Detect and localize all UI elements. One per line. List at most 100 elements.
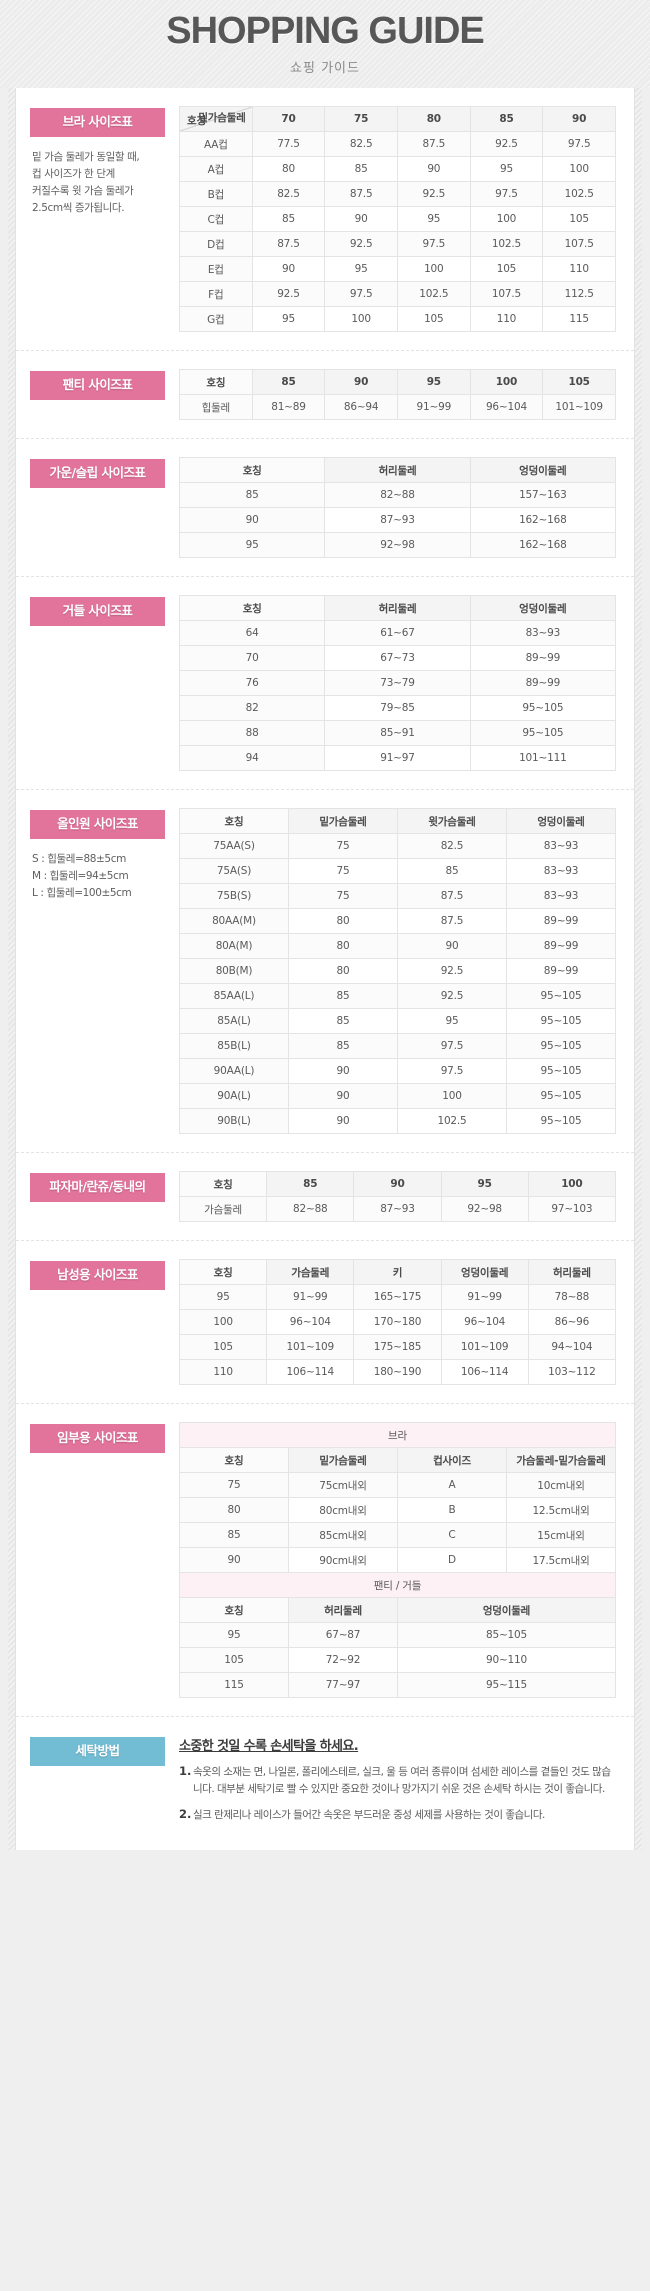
table-header-cell: 허리둘레 [527,1259,617,1285]
table-cell: 96~104 [440,1309,529,1335]
bra-row-label: G컵 [179,306,253,332]
allinone-main: 호칭 밑가슴둘레 윗가슴둘레 엉덩이둘레 75AA(S) 75 82.5 83~93 75A(… [165,808,616,1134]
table-header-cell: 가슴둘레 [266,1259,355,1285]
table-cell: 97.5 [324,281,398,307]
section-panty: 팬티 사이즈표 호칭 85 90 95 100 105 힙둘레 81~89 86~94 91~9… [16,351,634,439]
maternity-main: 브라 호칭 밑가슴둘레 컵사이즈 가슴둘레-밑가슴둘레 75 75cm내외 A 10cm내외 80… [165,1422,616,1698]
bra-note-line-2: 컵 사이즈가 한 단계 [32,167,115,180]
bra-row-label: D컵 [179,231,253,257]
table-cell: 105 [179,1647,289,1673]
table-cell: 86~94 [324,394,398,420]
table-header-cell: 호칭 [179,808,289,834]
table-cell: 115 [179,1672,289,1698]
table-header-cell: 허리둘레 [324,595,471,621]
table-header-cell: 95 [396,369,471,395]
table-cell: 170~180 [353,1309,442,1335]
table-cell: 85B(L) [179,1033,289,1059]
table-header-row: 호칭 허리둘레 엉덩이둘레 [178,457,617,483]
table-row: 75AA(S) 75 82.5 83~93 [179,833,616,859]
table-header-cell: 호칭 [179,1597,289,1623]
table-cell: 91~99 [440,1284,529,1310]
badge-panty: 팬티 사이즈표 [30,371,165,400]
table-row: 85 82~88 157~163 [178,482,617,508]
table-cell: 80 [288,958,398,984]
girdle-side: 거들 사이즈표 [30,595,165,626]
table-cell: 87.5 [396,131,471,157]
table-row: 94 91~97 101~111 [178,745,617,771]
table-cell: 88 [178,720,326,746]
table-cell: 90 [288,1083,398,1109]
badge-pajama: 파자마/란쥬/동내의 [30,1173,165,1202]
table-cell: 85 [288,983,398,1009]
table-header-cell: 호칭 [178,595,326,621]
table-cell: 87~93 [353,1196,442,1222]
table-cell: 85 [324,156,398,182]
table-row: 가슴둘레 82~88 87~93 92~98 97~103 [178,1196,617,1222]
table-cell: 95~105 [469,720,617,746]
table-cell: 90 [288,1108,398,1134]
pajama-size-table: 호칭 85 90 95 100 가슴둘레 82~88 87~93 92~98 97~103 [178,1171,617,1222]
section-gown: 가운/슬립 사이즈표 호칭 허리둘레 엉덩이둘레 85 82~88 157~163 90 8… [16,439,634,577]
table-row: 90AA(L) 90 97.5 95~105 [179,1058,616,1084]
table-cell: 110 [178,1359,268,1385]
table-cell: 101~109 [266,1334,355,1360]
table-header-row: 호칭 85 90 95 100 105 [179,369,616,395]
guide-card: 브라 사이즈표 밑 가슴 둘레가 동일할 때, 컵 사이즈가 한 단계 커질수록… [8,88,642,1850]
table-cell: 67~87 [288,1622,398,1648]
panty-side: 팬티 사이즈표 [30,369,165,400]
table-cell: 87~93 [324,507,471,533]
girdle-size-table: 호칭 허리둘레 엉덩이둘레 64 61~67 83~93 70 67~73 89~99 76 73… [178,595,617,771]
page-subtitle: 쇼핑 가이드 [290,61,360,76]
table-cell: 97.5 [397,1058,507,1084]
pajama-row-label: 가슴둘레 [178,1196,268,1222]
allinone-side: 올인원 사이즈표 S : 힙둘레=88±5cm M : 힙둘레=94±5cm L… [30,808,165,902]
table-header-cell: 밑가슴둘레 [288,1447,398,1473]
gown-side: 가운/슬립 사이즈표 [30,457,165,488]
maternity-size-table: 브라 호칭 밑가슴둘레 컵사이즈 가슴둘레-밑가슴둘레 75 75cm내외 A 10cm내외 80… [179,1422,616,1698]
table-header-cell: 호칭 [178,1259,268,1285]
table-header-cell: 호칭 [179,1447,289,1473]
table-cell: 90cm내외 [288,1547,398,1573]
table-cell: 87.5 [324,181,398,207]
mens-side: 남성용 사이즈표 [30,1259,165,1290]
table-cell: 76 [178,670,326,696]
table-header-cell: 밑가슴둘레 [288,808,398,834]
table-row: 80 80cm내외 B 12.5cm내외 [179,1497,616,1523]
table-row: C컵 85 90 95 100 105 [179,206,616,232]
bra-size-table: 밑가슴둘레 호칭 70 75 80 85 90 AA컵 77.5 82.5 87.5 9… [179,106,616,332]
table-row: B컵 82.5 87.5 92.5 97.5 102.5 [179,181,616,207]
table-cell: 91~99 [266,1284,355,1310]
wash-item-text: 실크 란제리나 레이스가 들어간 속옷은 부드러운 중성 세제를 사용하는 것이… [193,1808,545,1821]
table-cell: 75cm내외 [288,1472,398,1498]
table-cell: 95 [469,156,544,182]
table-cell: 87.5 [397,883,507,909]
table-cell: 97.5 [469,181,544,207]
bra-corner-top: 밑가슴둘레 [198,112,246,124]
table-header-cell: 호칭 [179,369,253,395]
table-row: 105 101~109 175~185 101~109 94~104 [178,1334,617,1360]
table-row: 110 106~114 180~190 106~114 103~112 [178,1359,617,1385]
table-header-row: 호칭 허리둘레 엉덩이둘레 [178,595,617,621]
table-row: 70 67~73 89~99 [178,645,617,671]
bra-col-2: 80 [396,106,471,132]
table-cell: 80A(M) [179,933,289,959]
table-row: 115 77~97 95~115 [179,1672,616,1698]
table-cell: 10cm내외 [506,1472,616,1498]
table-cell: 85 [179,1522,289,1548]
allinone-table-body: 75AA(S) 75 82.5 83~93 75A(S) 75 85 83~93 75B(S) 7… [179,833,616,1134]
table-row: G컵 95 100 105 110 115 [179,306,616,332]
bra-col-4: 90 [542,106,616,132]
table-row: 85A(L) 85 95 95~105 [179,1008,616,1034]
table-cell: 95 [178,1284,268,1310]
table-cell: 80B(M) [179,958,289,984]
table-row: 90B(L) 90 102.5 95~105 [179,1108,616,1134]
table-header-cell: 100 [527,1171,617,1197]
bra-row-label: F컵 [179,281,253,307]
bra-col-1: 75 [324,106,398,132]
table-row: 85B(L) 85 97.5 95~105 [179,1033,616,1059]
table-cell: 79~85 [324,695,471,721]
table-cell: 90AA(L) [179,1058,289,1084]
table-cell: 157~163 [469,482,617,508]
table-row: 76 73~79 89~99 [178,670,617,696]
table-cell: 95~105 [506,1058,616,1084]
